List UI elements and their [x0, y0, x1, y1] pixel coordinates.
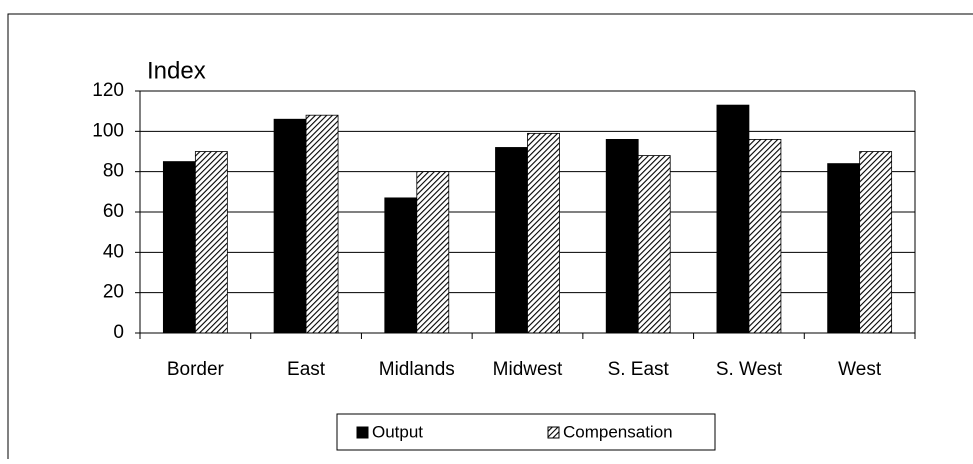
bar	[273, 118, 307, 334]
bar	[637, 155, 671, 334]
bar	[162, 161, 196, 334]
bar	[527, 132, 560, 334]
y-tick-label: 100	[92, 120, 124, 141]
x-tick-label: West	[838, 359, 882, 380]
bar	[605, 138, 639, 334]
y-tick-label: 40	[103, 241, 124, 262]
bar	[495, 147, 528, 334]
y-tick-label: 0	[113, 322, 124, 343]
bar	[859, 151, 893, 334]
bar	[827, 163, 861, 334]
bar	[416, 171, 450, 334]
bar	[384, 197, 418, 334]
y-tick-label: 120	[92, 80, 124, 101]
x-tick-label: Midwest	[493, 359, 563, 380]
bar	[716, 104, 750, 334]
x-tick-label: East	[287, 359, 326, 380]
legend-swatch	[356, 426, 369, 439]
chart-title: Index	[147, 57, 206, 84]
x-tick-label: S. East	[608, 359, 670, 380]
bar	[194, 151, 228, 334]
y-tick-label: 20	[103, 282, 124, 303]
x-tick-label: Border	[167, 359, 225, 380]
legend-label: Compensation	[563, 422, 673, 441]
legend	[336, 413, 716, 451]
y-tick-label: 60	[103, 201, 124, 222]
y-tick-label: 80	[103, 161, 124, 182]
legend-swatch	[547, 426, 560, 439]
x-tick-label: Midlands	[379, 359, 455, 380]
frame	[7, 13, 973, 464]
x-tick-label: S. West	[716, 359, 783, 380]
legend-label: Output	[372, 422, 423, 441]
bar	[748, 138, 782, 334]
bar	[305, 114, 339, 334]
